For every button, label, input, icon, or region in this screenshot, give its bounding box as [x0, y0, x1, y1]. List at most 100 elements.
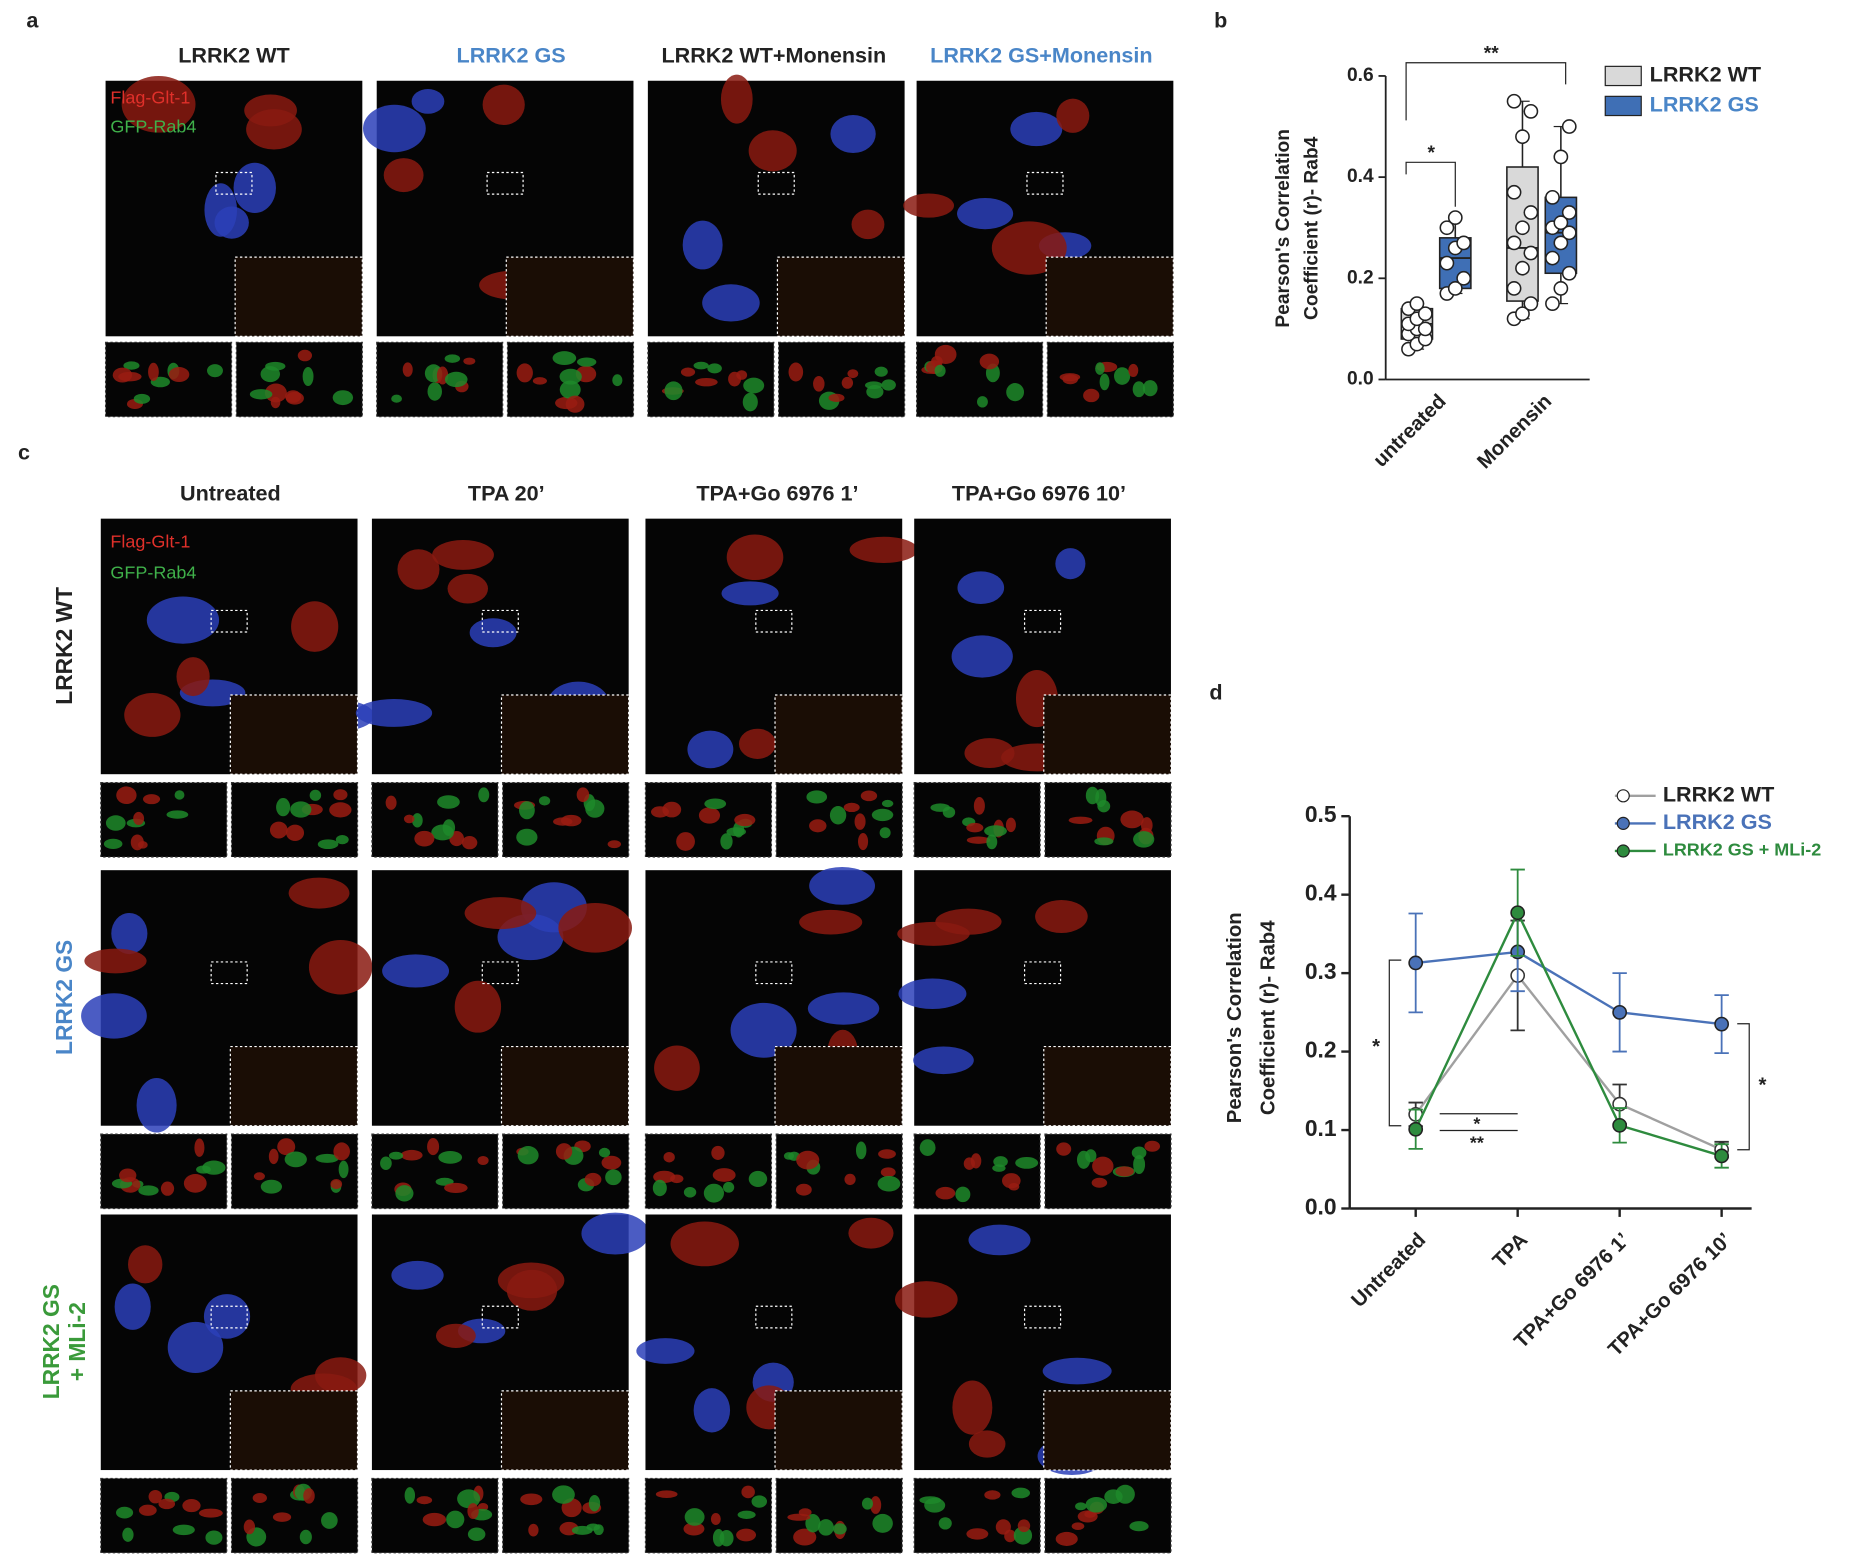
legend-label: LRRK2 WT [1663, 781, 1774, 806]
cell-blob [739, 728, 776, 759]
y-tick-label: 0.0 [1347, 369, 1374, 390]
data-point [1714, 1148, 1730, 1164]
cell-blob [382, 954, 450, 988]
cell-blob [335, 834, 349, 845]
data-point [1515, 260, 1530, 276]
cell-blob [807, 992, 880, 1025]
cell-blob [560, 814, 582, 827]
cell-blob [963, 1157, 975, 1170]
inset-frame [775, 1477, 903, 1554]
cell-blob [333, 1142, 350, 1161]
data-point [1506, 281, 1522, 296]
cell-blob [172, 1524, 195, 1536]
cell-blob [736, 370, 748, 380]
cell-blob [1115, 1166, 1134, 1177]
legend-swatch [1604, 65, 1642, 87]
series-line [1414, 973, 1723, 1151]
cell-blob [252, 1493, 267, 1503]
inset [500, 1390, 630, 1471]
cell-blob [593, 1524, 604, 1536]
cell-blob [385, 795, 397, 810]
cell-blob [1056, 1142, 1072, 1156]
cell-blob [121, 76, 196, 133]
data-point [1515, 129, 1530, 145]
inset-frame [376, 341, 504, 418]
cell-blob [847, 369, 859, 379]
legend-marker [1616, 789, 1630, 803]
cell-blob [260, 1179, 283, 1194]
cell-blob [1133, 1154, 1146, 1175]
cell-blob [832, 1523, 847, 1535]
panel-label: c [18, 440, 30, 465]
column-title: Untreated [180, 480, 281, 505]
inset-frame [913, 781, 1041, 858]
cell-blob [174, 790, 185, 800]
micrograph [914, 782, 1041, 857]
y-tick-label: 0.5 [1305, 801, 1337, 827]
significance: * [1372, 1036, 1380, 1058]
cell-blob [968, 1430, 1006, 1458]
significance-bracket [1737, 1023, 1750, 1151]
cell-blob [555, 1143, 573, 1160]
cell-blob [270, 396, 281, 409]
cell-blob [951, 635, 1013, 678]
cell-blob [528, 1523, 539, 1537]
cell-blob [830, 115, 876, 154]
cell-blob [743, 377, 765, 394]
cell-blob [707, 363, 722, 374]
inset-frame [1044, 1477, 1172, 1554]
cell-blob [380, 1156, 392, 1170]
data-point [1553, 149, 1569, 165]
inset-frame [778, 341, 906, 418]
cell-blob [176, 657, 210, 697]
cell-blob [497, 1262, 565, 1299]
cell-blob [249, 389, 273, 400]
cell-blob [1005, 817, 1016, 833]
cell-blob [655, 1490, 678, 1498]
cell-blob [966, 836, 991, 844]
cell-blob [467, 1527, 486, 1541]
cell-blob [817, 1519, 834, 1536]
cell-blob [828, 393, 845, 402]
cell-blob [112, 367, 133, 383]
cell-blob [207, 364, 223, 378]
data-point [1523, 245, 1539, 261]
cell-blob [467, 1503, 479, 1520]
inset-frame [647, 341, 775, 418]
cell-blob [726, 534, 784, 581]
cell-blob [1017, 1519, 1031, 1533]
cell-blob [881, 379, 896, 391]
cell-blob [158, 1498, 176, 1510]
cell-blob [363, 104, 426, 153]
cell-blob [576, 787, 590, 803]
cell-blob [897, 921, 970, 946]
data-point [1561, 265, 1577, 281]
cell-blob [919, 1139, 936, 1156]
data-point [1417, 306, 1433, 322]
inset-frame [506, 341, 635, 418]
series-line [1415, 950, 1722, 1026]
cell-blob [683, 1522, 705, 1536]
cell-blob [796, 1150, 820, 1170]
cell-blob [993, 1156, 1008, 1167]
cell-blob [277, 1138, 296, 1156]
cell-blob [124, 693, 181, 737]
panel-label: d [1209, 680, 1222, 705]
cell-blob [1006, 383, 1025, 402]
cell-blob [898, 978, 967, 1010]
cell-blob [1129, 1521, 1149, 1532]
y-axis-title: Coefficient (r)- Rab4 [1302, 136, 1323, 320]
cell-blob [1077, 1510, 1098, 1523]
micrograph [1044, 782, 1171, 857]
cell-blob [194, 1138, 205, 1157]
cell-blob [128, 1245, 163, 1284]
data-point [1408, 1121, 1424, 1137]
cell-blob [308, 939, 373, 995]
cell-blob [711, 1145, 725, 1160]
cell-blob [552, 1485, 575, 1504]
cell-blob [726, 827, 746, 837]
cell-blob [730, 1002, 797, 1058]
cell-blob [422, 1512, 447, 1527]
cell-blob [427, 1138, 440, 1156]
cell-blob [1120, 810, 1144, 829]
